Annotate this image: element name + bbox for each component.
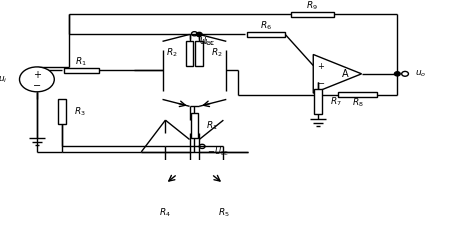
Bar	[161, 185, 169, 210]
Bar	[219, 185, 227, 210]
Text: $R_5$: $R_5$	[217, 207, 229, 219]
Text: $U_{\mathrm{CC}}$: $U_{\mathrm{CC}}$	[199, 36, 215, 48]
Bar	[313, 89, 321, 114]
Bar	[290, 12, 333, 17]
Text: $+$: $+$	[316, 61, 324, 70]
Text: $R_7$: $R_7$	[329, 95, 341, 108]
Text: $R_6$: $R_6$	[259, 20, 271, 32]
Text: $R_4$: $R_4$	[159, 207, 171, 219]
Text: $-$: $-$	[316, 78, 325, 87]
Bar	[58, 99, 66, 124]
Circle shape	[196, 32, 202, 36]
Bar	[64, 68, 99, 73]
Bar	[338, 92, 376, 97]
Bar	[195, 41, 203, 65]
Circle shape	[19, 67, 54, 92]
Text: $R_8$: $R_8$	[351, 97, 363, 109]
Text: $R_9$: $R_9$	[306, 0, 318, 12]
Text: +: +	[33, 70, 41, 79]
Text: $-$: $-$	[32, 79, 41, 89]
Text: $R_1$: $R_1$	[206, 119, 217, 132]
Text: $R_2$: $R_2$	[210, 47, 222, 59]
Bar	[246, 32, 285, 37]
Text: A: A	[341, 69, 348, 79]
Text: $R_3$: $R_3$	[74, 106, 85, 118]
Circle shape	[394, 72, 400, 76]
Bar	[185, 41, 193, 65]
Text: $R_1$: $R_1$	[75, 56, 87, 68]
Text: $-U_{\mathrm{EE}}$: $-U_{\mathrm{EE}}$	[206, 146, 229, 158]
Bar	[190, 113, 198, 138]
Text: $u_o$: $u_o$	[414, 69, 425, 79]
Text: $u_{\mathrm{o1}}$: $u_{\mathrm{o1}}$	[201, 38, 215, 48]
Text: $u_i$: $u_i$	[0, 74, 8, 85]
Text: $R_2$: $R_2$	[166, 47, 178, 59]
